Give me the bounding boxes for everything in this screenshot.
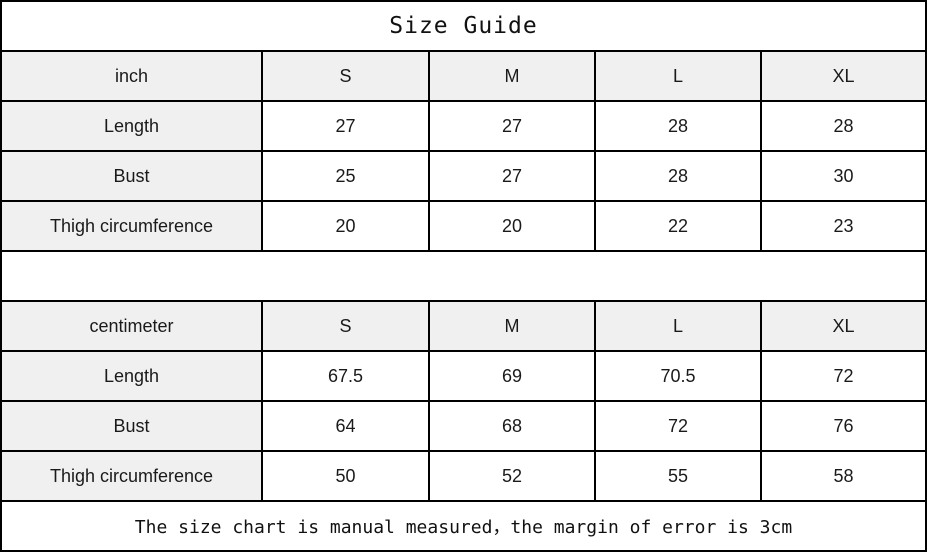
size-header-s: S	[263, 52, 430, 100]
measure-value: 22	[596, 202, 762, 250]
table-row: Length 27 27 28 28	[2, 102, 925, 152]
measure-value: 20	[263, 202, 430, 250]
size-header-l: L	[596, 52, 762, 100]
measure-value: 64	[263, 402, 430, 450]
measure-value: 23	[762, 202, 925, 250]
measure-value: 70.5	[596, 352, 762, 400]
measure-value: 67.5	[263, 352, 430, 400]
measure-value: 55	[596, 452, 762, 500]
measure-label: Thigh circumference	[2, 202, 263, 250]
measure-value: 27	[263, 102, 430, 150]
measure-value: 28	[596, 152, 762, 200]
measure-value: 28	[762, 102, 925, 150]
size-header-xl: XL	[762, 52, 925, 100]
measure-value: 72	[762, 352, 925, 400]
size-header-s: S	[263, 302, 430, 350]
measure-value: 52	[430, 452, 596, 500]
measure-value: 76	[762, 402, 925, 450]
table-row: Bust 64 68 72 76	[2, 402, 925, 452]
table-row: Length 67.5 69 70.5 72	[2, 352, 925, 402]
measurement-disclaimer: The size chart is manual measured，the ma…	[134, 517, 793, 538]
measure-value: 30	[762, 152, 925, 200]
size-header-m: M	[430, 302, 596, 350]
measure-value: 25	[263, 152, 430, 200]
inch-size-table: inch S M L XL Length 27 27 28 28 Bust 25…	[2, 52, 925, 252]
measure-label: Bust	[2, 152, 263, 200]
table-header-row: centimeter S M L XL	[2, 302, 925, 352]
measure-value: 50	[263, 452, 430, 500]
measure-value: 27	[430, 102, 596, 150]
chart-title-row: Size Guide	[2, 2, 925, 52]
size-header-m: M	[430, 52, 596, 100]
page-title: Size Guide	[389, 13, 538, 39]
measure-value: 68	[430, 402, 596, 450]
measure-value: 72	[596, 402, 762, 450]
measure-value: 20	[430, 202, 596, 250]
measure-value: 58	[762, 452, 925, 500]
table-separator-row	[2, 252, 925, 302]
centimeter-size-table: centimeter S M L XL Length 67.5 69 70.5 …	[2, 302, 925, 502]
table-row: Bust 25 27 28 30	[2, 152, 925, 202]
measure-label: Length	[2, 352, 263, 400]
measure-value: 27	[430, 152, 596, 200]
measure-label: Length	[2, 102, 263, 150]
unit-header-inch: inch	[2, 52, 263, 100]
table-row: Thigh circumference 50 52 55 58	[2, 452, 925, 502]
size-header-xl: XL	[762, 302, 925, 350]
measure-label: Thigh circumference	[2, 452, 263, 500]
measure-value: 69	[430, 352, 596, 400]
measure-value: 28	[596, 102, 762, 150]
unit-header-centimeter: centimeter	[2, 302, 263, 350]
size-header-l: L	[596, 302, 762, 350]
table-header-row: inch S M L XL	[2, 52, 925, 102]
footer-note-row: The size chart is manual measured，the ma…	[2, 502, 925, 550]
table-row: Thigh circumference 20 20 22 23	[2, 202, 925, 252]
measure-label: Bust	[2, 402, 263, 450]
